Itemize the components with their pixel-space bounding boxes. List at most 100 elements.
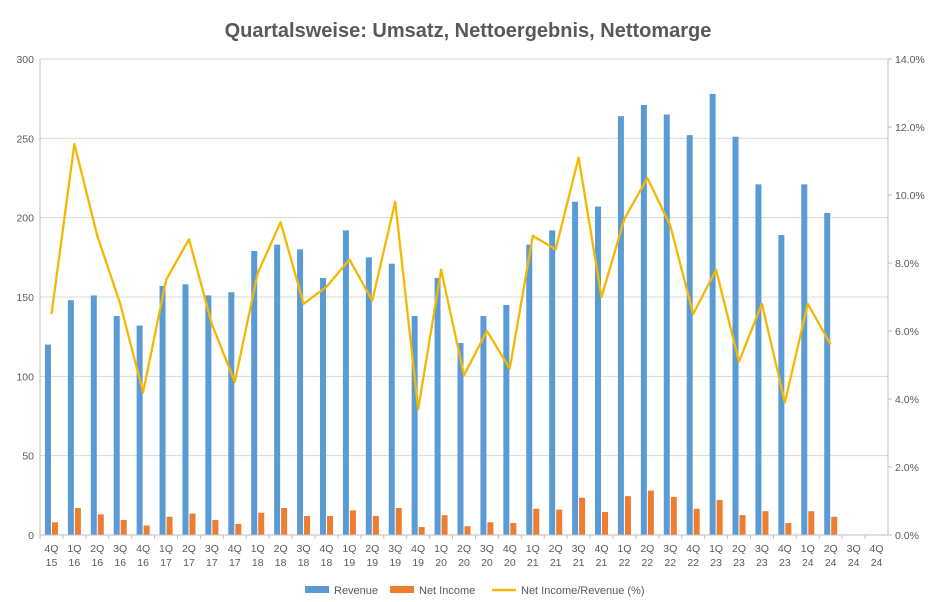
y-left-tick-label: 0 (28, 530, 34, 542)
x-tick-label: 4Q 18 (319, 543, 333, 569)
x-tick-label: 2Q 23 (732, 543, 746, 569)
y-right-tick-label: 6.0% (895, 326, 919, 338)
y-left-tick-label: 200 (16, 213, 34, 225)
x-tick-label-line: 2Q (182, 543, 196, 555)
bar-net-income (189, 513, 196, 535)
bar-net-income (464, 526, 471, 535)
x-tick-label: 1Q 18 (251, 543, 265, 569)
y-right-tick-label: 2.0% (895, 462, 919, 474)
x-tick-label-line: 22 (642, 557, 654, 569)
bar-revenue (90, 295, 97, 535)
x-tick-label-line: 24 (802, 557, 814, 569)
x-tick-label-line: 3Q (297, 543, 311, 555)
x-tick-label-line: 22 (664, 557, 676, 569)
bar-revenue (709, 93, 716, 535)
y-right-tick-label: 4.0% (895, 394, 919, 406)
x-tick-label: 1Q 22 (617, 543, 631, 569)
x-tick-label: 4Q 16 (136, 543, 150, 569)
x-tick-label-line: 4Q (319, 543, 333, 555)
x-tick-label: 2Q 21 (549, 543, 563, 569)
bar-revenue (67, 300, 74, 535)
y-right-tick-label: 12.0% (895, 122, 925, 134)
x-tick-label-line: 4Q (778, 543, 792, 555)
x-tick-label-line: 17 (229, 557, 241, 569)
x-tick-label-line: 23 (779, 557, 791, 569)
x-tick-label-line: 3Q (663, 543, 677, 555)
bar-revenue (205, 295, 212, 535)
x-tick-label-line: 16 (69, 557, 81, 569)
x-tick-label: 4Q 20 (503, 543, 517, 569)
x-tick-label-line: 24 (848, 557, 860, 569)
bar-net-income (395, 508, 402, 535)
bar-net-income (120, 519, 127, 535)
x-tick-label-line: 1Q (801, 543, 815, 555)
x-tick-label-line: 16 (137, 557, 149, 569)
x-tick-label-line: 22 (687, 557, 699, 569)
x-tick-label: 4Q 21 (595, 543, 609, 569)
x-tick-label: 1Q 17 (159, 543, 173, 569)
series-line-net-margin (50, 142, 832, 411)
x-tick-label: 4Q 24 (870, 543, 884, 569)
x-tick-label-line: 4Q (870, 543, 884, 555)
x-tick-label-line: 23 (756, 557, 768, 569)
bar-net-income (235, 523, 242, 535)
bar-net-income (304, 515, 311, 535)
x-tick-label-line: 17 (183, 557, 195, 569)
legend-label-net-income: Net Income (419, 585, 475, 597)
legend: Revenue Net Income Net Income/Revenue (%… (305, 585, 645, 597)
legend-swatch-revenue (305, 586, 329, 593)
x-tick-label: 2Q 18 (274, 543, 288, 569)
x-tick-label: 1Q 20 (434, 543, 448, 569)
bar-net-income (281, 508, 288, 535)
x-tick-label: 1Q 23 (709, 543, 723, 569)
y-left-tick-label: 300 (16, 54, 34, 66)
y-left-tick-label: 50 (22, 451, 34, 463)
x-tick-label: 3Q 23 (755, 543, 769, 569)
x-tick-label-line: 20 (435, 557, 447, 569)
bar-revenue (686, 135, 693, 535)
bar-revenue (457, 343, 464, 535)
bar-revenue (824, 212, 831, 535)
y-left-tick-label: 150 (16, 292, 34, 304)
x-tick-label-line: 4Q (503, 543, 517, 555)
x-tick-label: 2Q 24 (824, 543, 838, 569)
x-tick-label: 1Q 19 (342, 543, 356, 569)
bar-revenue (365, 257, 372, 535)
x-tick-label-line: 1Q (251, 543, 265, 555)
x-tick-label-line: 19 (412, 557, 424, 569)
x-tick-label: 2Q 20 (457, 543, 471, 569)
x-tick-label: 4Q 17 (228, 543, 242, 569)
bar-net-income (533, 508, 540, 535)
x-tick-label: 3Q 21 (572, 543, 586, 569)
bar-net-income (785, 523, 792, 535)
x-tick-label-line: 4Q (595, 543, 609, 555)
x-tick-label: 2Q 19 (365, 543, 379, 569)
bar-revenue (526, 244, 533, 535)
x-tick-label-line: 17 (160, 557, 172, 569)
bar-net-income (762, 511, 769, 535)
bar-revenue (342, 230, 349, 536)
x-tick-label-line: 1Q (159, 543, 173, 555)
bar-revenue (801, 184, 808, 535)
y-right-tick-label: 8.0% (895, 258, 919, 270)
x-tick-label-line: 19 (389, 557, 401, 569)
x-tick-label: 3Q 18 (297, 543, 311, 569)
bar-net-income (831, 516, 838, 535)
bar-revenue (503, 304, 510, 535)
x-tick-label-line: 15 (46, 557, 58, 569)
axes: 0 50 100 150 200 250 300 0.0% 2.0% 4.0% 6.0% 8.0% 10… (16, 54, 924, 569)
x-tick-label: 2Q 17 (182, 543, 196, 569)
x-tick-label-line: 16 (91, 557, 103, 569)
x-tick-label-line: 2Q (457, 543, 471, 555)
x-tick-label-line: 4Q (228, 543, 242, 555)
x-tick-label: 3Q 20 (480, 543, 494, 569)
bar-revenue (44, 344, 51, 535)
x-tick-label: 3Q 19 (388, 543, 402, 569)
x-tick-label-line: 1Q (709, 543, 723, 555)
bar-net-income (372, 515, 379, 535)
x-tick-label-line: 4Q (136, 543, 150, 555)
x-tick-label-line: 21 (527, 557, 539, 569)
x-tick-label-line: 19 (366, 557, 378, 569)
x-tick-label-line: 4Q (686, 543, 700, 555)
x-tick-label: 4Q 15 (44, 543, 58, 569)
